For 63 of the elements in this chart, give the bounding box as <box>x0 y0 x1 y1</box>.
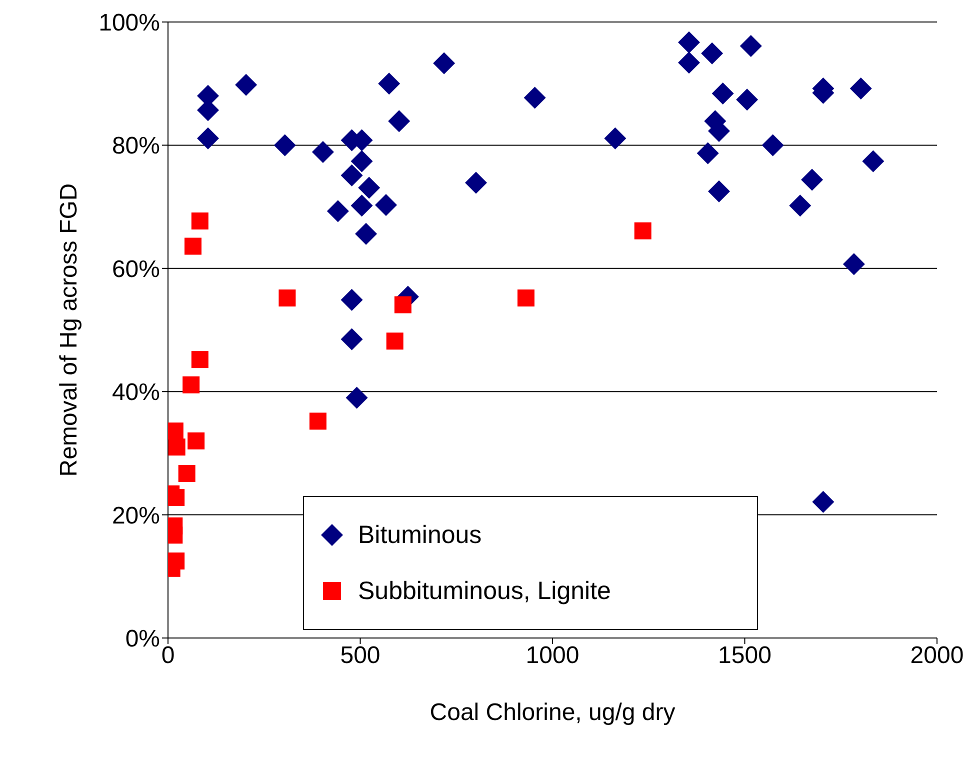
y-tick-label: 80% <box>112 132 160 160</box>
legend-label: Subbituminous, Lignite <box>358 576 611 606</box>
x-axis-title: Coal Chlorine, ug/g dry <box>430 699 676 726</box>
y-tick-label: 60% <box>112 256 160 283</box>
point <box>842 253 865 276</box>
point <box>862 150 884 172</box>
point <box>340 328 363 350</box>
point <box>312 140 334 163</box>
point <box>191 212 208 230</box>
point <box>812 490 834 513</box>
point <box>634 222 652 240</box>
point <box>196 127 219 150</box>
point <box>696 142 719 164</box>
point <box>191 351 208 368</box>
x-tick-label: 1000 <box>526 642 580 670</box>
point <box>517 289 534 306</box>
point <box>464 172 487 194</box>
legend-label: Bituminous <box>358 520 482 550</box>
point <box>378 72 400 95</box>
point <box>394 296 412 314</box>
y-tick-label: 0% <box>125 626 160 653</box>
point <box>708 180 730 202</box>
point <box>278 289 296 306</box>
point <box>235 74 258 96</box>
point <box>350 150 373 172</box>
point <box>604 127 626 150</box>
point <box>188 432 205 450</box>
point <box>801 168 824 191</box>
point <box>350 194 373 217</box>
point <box>433 52 456 74</box>
point <box>340 288 363 311</box>
y-tick-label: 100% <box>98 10 160 37</box>
y-tick-label: 40% <box>112 379 160 406</box>
point <box>762 134 784 156</box>
point <box>524 86 546 109</box>
point <box>355 222 378 245</box>
point <box>178 465 196 482</box>
point <box>168 438 186 456</box>
point <box>388 110 410 132</box>
x-tick-label: 1500 <box>718 642 772 670</box>
point <box>340 164 363 186</box>
x-tick-label: 500 <box>340 642 380 670</box>
y-axis-title: Removal of Hg across FGD <box>56 183 83 477</box>
point <box>309 412 326 430</box>
point <box>184 238 202 255</box>
x-tick-label: 2000 <box>910 642 964 670</box>
point <box>358 176 380 199</box>
point <box>736 88 758 111</box>
point <box>274 134 296 156</box>
point <box>182 376 200 394</box>
point <box>678 52 700 74</box>
point <box>678 31 700 54</box>
point <box>701 42 724 64</box>
x-tick-label: 0 <box>161 642 175 670</box>
y-tick-label: 20% <box>112 502 160 530</box>
point <box>375 194 398 216</box>
point <box>712 82 734 104</box>
point <box>386 332 404 350</box>
point <box>346 386 368 409</box>
point <box>789 194 812 217</box>
point <box>740 35 762 58</box>
point <box>850 78 872 100</box>
point <box>326 200 349 222</box>
